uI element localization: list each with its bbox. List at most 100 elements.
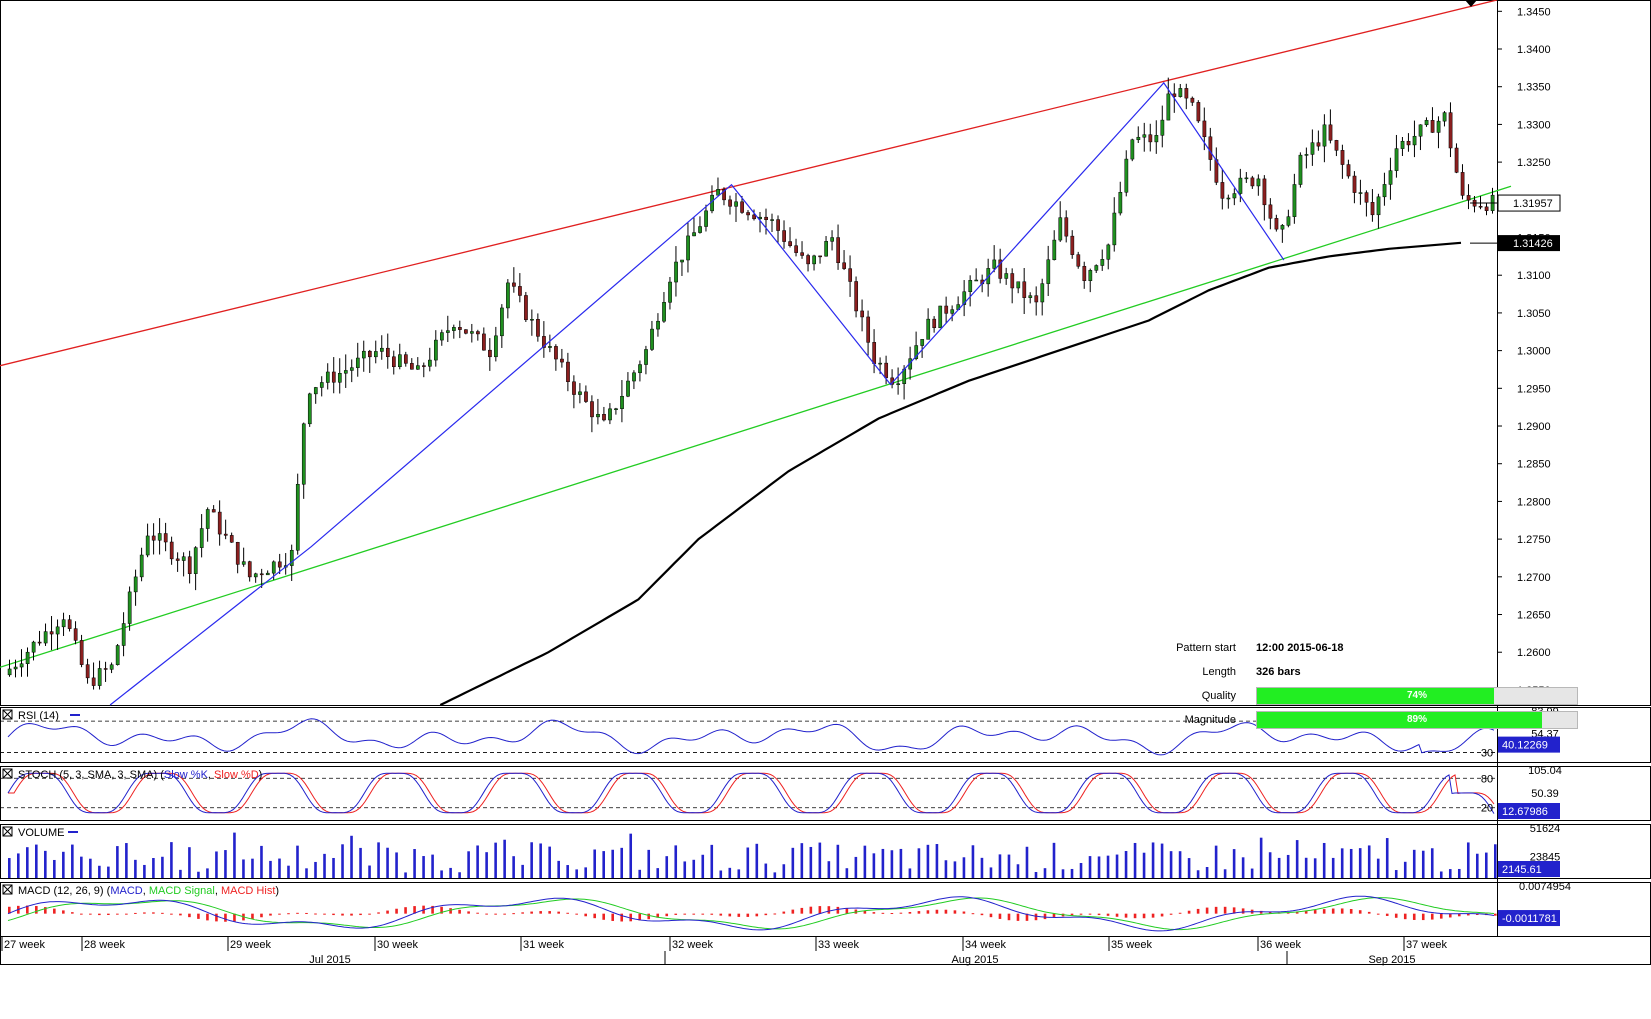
volume-bar [233, 832, 236, 878]
macd-hist-bar [980, 913, 984, 916]
macd-hist-bar [809, 906, 813, 914]
candle-body [67, 619, 72, 629]
macd-current-value: -0.0011781 [1502, 913, 1557, 925]
macd-hist-bar [845, 908, 849, 914]
candle-body [842, 262, 847, 269]
magnitude-bar: 89% [1256, 711, 1578, 729]
candle-body [1088, 270, 1093, 281]
week-label: 37 week [1406, 939, 1447, 951]
candle-body [1460, 172, 1465, 196]
candle-body [1244, 177, 1249, 180]
volume-bar [1313, 858, 1317, 878]
candle-body [1418, 124, 1423, 137]
macd-hist-bar [1412, 913, 1416, 920]
candle-body [536, 319, 540, 337]
volume-bar [584, 867, 587, 878]
macd-hist-bar [152, 912, 155, 914]
candle-body [25, 651, 30, 664]
candle-body [848, 268, 853, 282]
macd-hist-bar [179, 913, 182, 916]
macd-hist-bar [872, 912, 876, 914]
volume-bar [1025, 846, 1029, 878]
volume-bar [1331, 857, 1335, 878]
candle-body [638, 364, 642, 374]
macd-hist-bar [1268, 911, 1272, 914]
volume-toggle-cross [2, 826, 13, 837]
volume-bar [188, 847, 191, 878]
volume-bar [89, 858, 92, 878]
macd-hist-bar [71, 912, 74, 914]
candle-body [1436, 120, 1441, 133]
candle-body [854, 281, 859, 312]
volume-bar [755, 843, 759, 878]
candle-body [343, 370, 348, 374]
macd-hist-bar [1430, 913, 1434, 920]
candle-body [422, 365, 426, 367]
macd-hist-bar [1142, 913, 1146, 919]
candle-body [566, 361, 570, 383]
candle-body [1442, 112, 1447, 122]
volume-bar [386, 847, 389, 878]
candle-body [1394, 148, 1399, 171]
volume-bar [611, 849, 615, 878]
candle-body [1280, 225, 1285, 230]
candle-body [1040, 283, 1045, 303]
candle-body [1160, 119, 1165, 136]
volume-bar [1160, 843, 1164, 878]
macd-hist-bar [1196, 908, 1200, 914]
candle-body [13, 666, 18, 670]
candle-body [1076, 254, 1081, 267]
volume-bar [962, 857, 966, 878]
candle-body [301, 423, 306, 485]
candle-body [692, 232, 696, 237]
volume-bar [107, 866, 110, 878]
length-value: 326 bars [1256, 666, 1301, 678]
volume-bar [1466, 842, 1470, 878]
volume-bar [458, 872, 461, 878]
volume-bar [197, 871, 200, 878]
candle-body [91, 677, 96, 686]
macd-hist-bar [251, 913, 254, 919]
volume-bar [269, 860, 272, 878]
macd-hist-bar [818, 906, 822, 914]
macd-hist-bar [1169, 913, 1173, 915]
macd-hist-bar [1394, 913, 1398, 918]
macd-hist-bar [1439, 913, 1443, 919]
macd-hist-bar [143, 912, 146, 914]
candle-body [1178, 88, 1183, 97]
macd-hist-bar [197, 913, 200, 919]
volume-bar [953, 861, 957, 878]
macd-hist-bar [449, 908, 452, 914]
candle-body [1316, 142, 1321, 147]
price-axis-label: 1.2950 [1517, 383, 1551, 395]
macd-hist-bar [1070, 913, 1074, 916]
candle-body [656, 320, 660, 330]
candle-body [337, 373, 342, 383]
candle-body [764, 216, 768, 220]
volume-bar [467, 851, 470, 878]
volume-bar [1133, 842, 1137, 878]
macd-hist-bar [1340, 908, 1344, 914]
lower-channel-line [0, 185, 1512, 668]
volume-bar [836, 844, 840, 878]
candle-body [1010, 273, 1015, 289]
volume-bar [1205, 867, 1209, 878]
volume-bar [1439, 871, 1443, 878]
volume-bar [683, 861, 687, 878]
volume-bar [431, 854, 434, 878]
candle-body [331, 371, 336, 383]
macd-hist-bar [1025, 913, 1029, 921]
candle-body [1094, 265, 1099, 271]
volume-bar [350, 835, 353, 878]
candle-body [740, 201, 744, 213]
volume-bar [449, 867, 452, 878]
macd-hist-bar [890, 913, 894, 915]
macd-hist-bar [1322, 909, 1326, 914]
macd-hist-bar [800, 907, 804, 914]
candle-body [307, 393, 312, 425]
macd-hist-bar [827, 906, 831, 914]
stoch-level-label: 80 [1481, 773, 1493, 785]
candle-body [1484, 206, 1489, 211]
macd-hist-bar [728, 913, 732, 917]
candle-body [464, 329, 468, 334]
